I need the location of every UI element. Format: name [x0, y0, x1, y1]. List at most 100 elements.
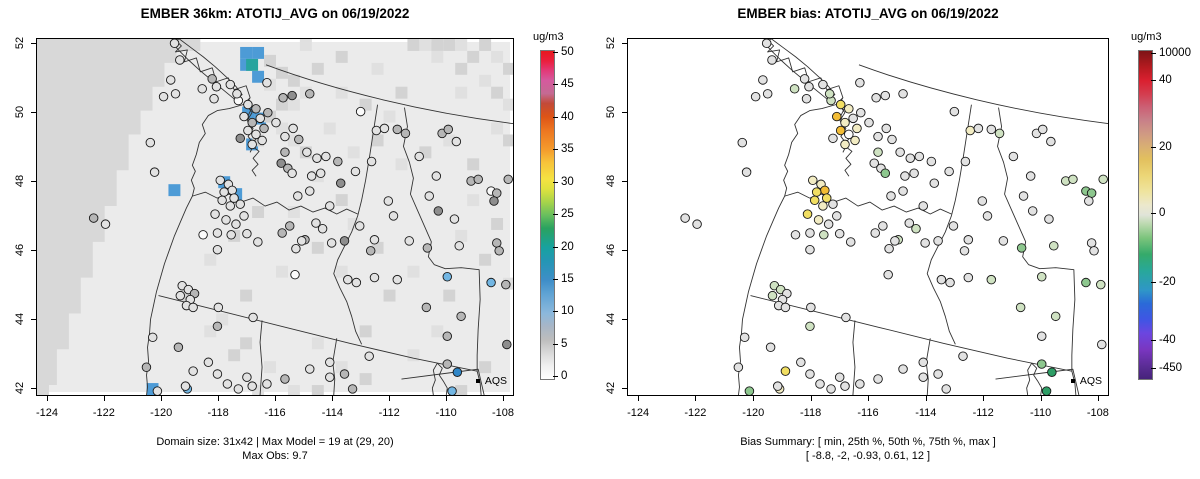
raster-cell	[371, 62, 384, 75]
colorbar-tick	[553, 84, 558, 86]
x-axis-tick	[695, 396, 697, 401]
station-point	[347, 384, 358, 394]
station-point	[767, 290, 778, 301]
x-axis-tick	[218, 396, 220, 401]
colorbar-tick-label: -450	[1159, 362, 1183, 375]
station-point	[739, 332, 750, 343]
station-point	[878, 221, 888, 231]
station-point	[365, 246, 376, 256]
station-point	[960, 156, 971, 167]
aqs-legend: AQS	[1070, 375, 1102, 387]
x-axis-tick	[753, 396, 755, 401]
raster-cell	[371, 241, 384, 254]
colorbar-tick	[553, 149, 558, 151]
station-point	[242, 228, 252, 239]
station-point	[831, 211, 842, 221]
station-point	[914, 151, 925, 162]
station-point	[855, 107, 866, 118]
colorbar-tick	[553, 116, 558, 118]
station-point	[973, 123, 984, 134]
station-point	[209, 94, 219, 104]
station-point	[392, 124, 403, 135]
station-point	[963, 235, 974, 245]
station-point	[392, 274, 403, 285]
station-point	[680, 213, 690, 223]
station-point	[333, 156, 343, 167]
raster-cell	[311, 385, 324, 395]
raster-cell	[383, 110, 396, 123]
x-axis-tick-label: -114	[321, 407, 343, 419]
station-point	[287, 90, 297, 101]
y-axis-tick	[622, 319, 627, 320]
y-axis-tick-label: 48	[605, 175, 617, 188]
y-axis-tick	[622, 388, 627, 390]
colorbar-tick-label: 30	[561, 175, 574, 188]
station-point	[840, 381, 850, 391]
station-point	[175, 55, 185, 65]
station-point	[905, 153, 916, 163]
station-point	[831, 111, 842, 122]
station-point	[198, 230, 208, 240]
colorbar-tick-label: 15	[561, 272, 574, 285]
station-point	[442, 331, 453, 341]
colorbar-tick	[553, 376, 558, 377]
y-axis-tick-label: 50	[14, 105, 26, 118]
left-caption-line1: Domain size: 31x42 | Max Model = 19 at (…	[156, 436, 394, 448]
station-point	[235, 199, 245, 209]
colorbar-tick	[553, 52, 558, 53]
map-outline	[738, 104, 836, 395]
station-point	[400, 128, 411, 139]
station-point	[371, 125, 382, 136]
station-point	[834, 228, 845, 239]
raster-cell	[323, 122, 336, 135]
station-point	[302, 147, 312, 157]
station-point	[1097, 339, 1107, 350]
station-point	[819, 230, 829, 240]
raster-cell	[491, 86, 504, 99]
raster-cell	[311, 337, 324, 350]
aqs-legend-label: AQS	[1079, 375, 1102, 387]
station-point	[1037, 124, 1048, 135]
station-point	[818, 79, 828, 90]
station-point	[212, 321, 223, 332]
raster-cell	[479, 74, 492, 87]
right-map-plot: AQS	[627, 38, 1109, 396]
colorbar-tick	[1151, 213, 1156, 214]
station-point	[414, 151, 424, 162]
x-axis-tick	[161, 396, 163, 401]
station-point	[780, 302, 791, 313]
raster-cell	[503, 98, 513, 111]
right-colorbar-unit-label: ug/m3	[1131, 31, 1162, 43]
station-point	[253, 237, 263, 247]
station-point	[733, 362, 744, 372]
station-point	[293, 191, 303, 201]
raster-cell	[359, 98, 372, 111]
station-point	[844, 104, 854, 114]
station-point	[306, 171, 317, 181]
colorbar-tick-label: 0	[1159, 207, 1166, 219]
map-outline	[852, 320, 856, 395]
raster-cell	[240, 289, 253, 302]
station-point	[422, 243, 433, 253]
left-map-canvas	[37, 39, 513, 395]
station-point	[880, 90, 891, 101]
station-point	[325, 357, 335, 368]
raster-cell	[503, 62, 513, 75]
station-point	[235, 133, 245, 144]
station-point	[247, 381, 257, 391]
raster-cell	[455, 39, 468, 51]
raster-cell	[275, 98, 288, 111]
station-point	[820, 185, 830, 196]
colorbar-tick-label: 35	[561, 143, 574, 156]
x-axis-tick-label: -110	[435, 407, 457, 419]
raster-cell	[395, 86, 408, 99]
station-point	[433, 206, 444, 216]
station-point	[890, 236, 900, 246]
station-point	[443, 124, 454, 135]
raster-cell	[168, 184, 181, 197]
station-point	[296, 236, 307, 246]
colorbar-tick	[1151, 340, 1156, 341]
raster-cell	[180, 289, 193, 302]
station-point	[1025, 171, 1036, 181]
